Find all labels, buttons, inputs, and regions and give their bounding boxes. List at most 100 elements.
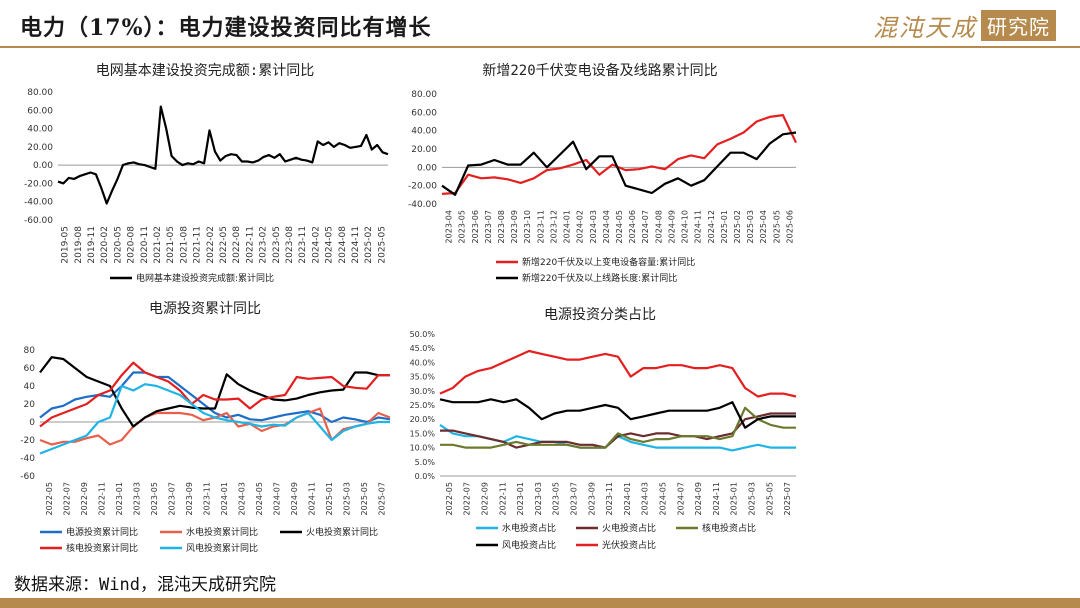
y-tick-label: 25.0% [410,401,436,410]
y-tick-label: 80 [24,346,36,356]
x-tick-label: 2022-02 [206,226,216,264]
y-tick-label: 15.0% [410,429,436,438]
series-line [39,356,390,428]
series-line [441,131,797,196]
x-tick-label: 2024-09 [290,482,299,515]
x-tick-label: 2024-05 [325,226,335,264]
x-tick-label: 2024-10 [681,210,690,243]
x-tick-label: 2024-11 [712,482,721,515]
y-tick-label: 45.0% [410,344,436,353]
chart-title: 电源投资分类占比 [544,307,656,323]
legend-label: 水电投资累计同比 [186,526,258,538]
series-line [440,412,796,449]
source-note: 数据来源：Wind，混沌天成研究院 [14,575,276,595]
x-tick-label: 2024-11 [351,226,361,264]
y-tick-label: 80.00 [411,90,437,100]
x-tick-label: 2022-07 [62,482,71,515]
x-tick-label: 2019-11 [87,226,97,264]
x-tick-label: 2023-07 [484,210,493,243]
x-tick-label: 2023-09 [510,210,519,243]
x-tick-label: 2024-07 [272,482,281,515]
x-tick-label: 2019-08 [74,226,84,264]
y-tick-label: 10.0% [410,444,436,453]
x-tick-label: 2025-01 [730,482,739,515]
x-tick-label: 2023-12 [549,210,558,243]
x-tick-label: 2023-11 [298,226,308,264]
y-tick-label: -40.00 [408,200,437,210]
x-tick-label: 2024-11 [694,210,703,243]
x-tick-label: 2025-03 [746,210,755,243]
x-tick-label: 2023-11 [605,482,614,515]
x-tick-label: 2023-03 [534,482,543,515]
x-tick-label: 2023-06 [471,210,480,243]
x-tick-label: 2024-08 [338,226,348,264]
y-tick-label: 80.00 [27,88,53,98]
x-tick-label: 2022-05 [445,482,454,515]
x-tick-label: 2023-05 [272,226,282,264]
chart-power-source-yoy: 电源投资累计同比 80 60 40 20 0 -20 -40 -60 2022-05 2022-0… [10,296,400,562]
x-tick-label: 2023-01 [516,482,525,515]
series-line [57,105,389,205]
x-tick-label: 2022-11 [97,482,106,515]
x-tick-label: 2022-08 [232,226,242,264]
x-tick-label: 2023-11 [536,210,545,243]
x-tick-label: 2020-11 [140,226,150,264]
x-tick-label: 2024-01 [623,482,632,515]
x-tick-label: 2025-05 [765,482,774,515]
y-tick-label: 20.00 [27,143,53,153]
logo-text: 混沌天成 [873,14,977,42]
y-tick-label: -20.00 [408,182,437,192]
x-tick-label: 2023-07 [570,482,579,515]
y-tick-label: 60 [24,364,36,374]
x-tick-label: 2023-09 [185,482,194,515]
x-tick-label: 2025-05 [772,210,781,243]
x-tick-label: 2025-04 [759,210,768,243]
x-tick-label: 2024-06 [628,210,637,243]
x-tick-label: 2024-03 [641,482,650,515]
x-tick-label: 2024-01 [220,482,229,515]
y-tick-label: 60.00 [27,106,53,116]
x-tick-label: 2023-08 [285,226,295,264]
x-tick-label: 2023-02 [259,226,269,264]
x-tick-label: 2024-01 [563,210,572,243]
y-tick-label: 40.00 [411,127,437,137]
x-tick-label: 2021-08 [179,226,189,264]
x-tick-label: 2024-04 [602,210,611,243]
y-tick-label: 0 [29,418,35,428]
x-tick-label: 2025-05 [360,482,369,515]
chart-svg: 80.00 60.00 40.00 20.00 0.00 -20.00 -40.00 2023… [408,90,797,284]
x-tick-label: 2024-02 [576,210,585,243]
x-tick-label: 2025-01 [325,482,334,515]
y-tick-label: 40 [24,382,36,392]
x-tick-label: 2024-07 [641,210,650,243]
x-tick-label: 2023-01 [115,482,124,515]
chart-svg: 80.00 60.00 40.00 20.00 0.00 -20.00 -40.00 -60.… [24,88,389,284]
y-tick-label: 0.00 [417,163,437,173]
x-tick-label: 2020-08 [127,226,137,264]
y-tick-label: -60 [20,472,35,482]
page-title: 电力（17%）：电力建设投资同比有增长 [20,15,432,41]
x-tick-label: 2021-11 [193,226,203,264]
y-tick-label: 20.0% [410,415,436,424]
x-tick-label: 2020-05 [113,226,123,264]
chart-title: 电源投资累计同比 [149,301,261,317]
x-tick-label: 2025-02 [364,226,374,264]
chart-svg: 50.0% 45.0% 40.0% 35.0% 30.0% 25.0% 20.0% 15.0%… [410,330,797,551]
y-tick-label: 30.0% [410,387,436,396]
y-tick-label: 20 [24,400,36,410]
x-tick-label: 2023-11 [202,482,211,515]
x-tick-label: 2025-03 [748,482,757,515]
x-tick-label: 2023-05 [552,482,561,515]
x-tick-label: 2024-09 [667,210,676,243]
x-tick-label: 2025-07 [783,482,792,515]
y-tick-label: -40.00 [24,198,53,208]
legend-label: 核电投资累计同比 [66,542,138,554]
legend-label: 电网基本建设投资完成额:累计同比 [136,272,274,284]
y-tick-label: 40.00 [27,125,53,135]
x-tick-label: 2022-09 [80,482,89,515]
y-tick-label: 5.0% [415,458,436,467]
x-tick-label: 2022-09 [481,482,490,515]
series-line [441,113,797,195]
legend-label: 电源投资累计同比 [66,526,138,538]
x-tick-label: 2024-12 [707,210,716,243]
